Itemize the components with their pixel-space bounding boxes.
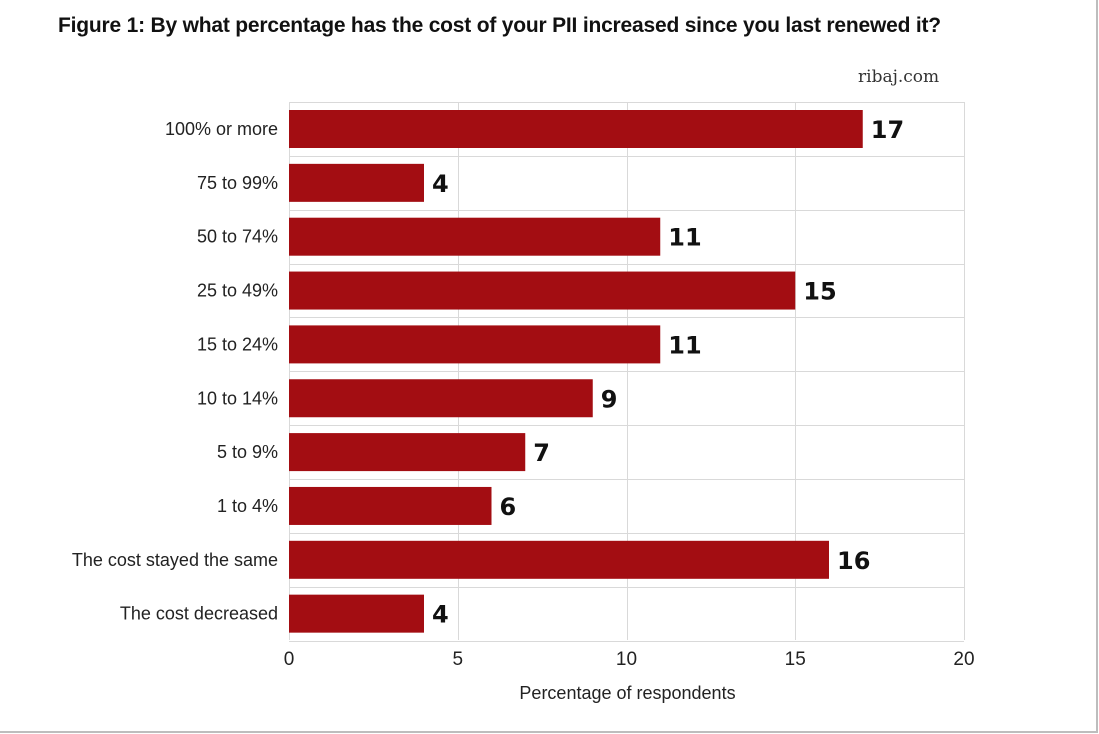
x-axis-title: Percentage of respondents bbox=[519, 683, 735, 703]
data-label: 11 bbox=[668, 331, 701, 359]
category-label: The cost decreased bbox=[120, 604, 278, 624]
data-label: 11 bbox=[668, 224, 701, 252]
bar bbox=[289, 163, 424, 202]
category-label: 75 to 99% bbox=[197, 173, 278, 193]
source-credit: ribaj.com bbox=[858, 67, 940, 87]
data-label: 16 bbox=[837, 547, 870, 575]
category-label: The cost stayed the same bbox=[72, 550, 278, 570]
category-label: 1 to 4% bbox=[217, 496, 278, 516]
category-label: 5 to 9% bbox=[217, 442, 278, 462]
category-label: 100% or more bbox=[165, 119, 278, 139]
bar bbox=[289, 325, 661, 364]
x-tick-label: 15 bbox=[785, 649, 806, 670]
data-label: 4 bbox=[432, 601, 449, 629]
data-label: 7 bbox=[533, 439, 550, 467]
x-tick-label: 10 bbox=[616, 649, 637, 670]
data-label: 4 bbox=[432, 170, 449, 198]
category-label: 50 to 74% bbox=[197, 227, 278, 247]
bar bbox=[289, 110, 863, 148]
bar bbox=[289, 433, 526, 472]
data-label: 17 bbox=[871, 116, 904, 144]
data-label: 15 bbox=[803, 278, 836, 306]
bar bbox=[289, 594, 424, 633]
bar bbox=[289, 486, 492, 525]
category-label: 10 to 14% bbox=[197, 388, 278, 408]
bar bbox=[289, 217, 661, 256]
bar bbox=[289, 271, 796, 310]
category-label: 25 to 49% bbox=[197, 281, 278, 301]
x-tick-label: 0 bbox=[284, 649, 295, 670]
x-tick-label: 5 bbox=[452, 649, 463, 670]
category-label: 15 to 24% bbox=[197, 334, 278, 354]
x-tick-label: 20 bbox=[953, 649, 974, 670]
chart-title: Figure 1: By what percentage has the cos… bbox=[58, 14, 941, 37]
data-label: 6 bbox=[500, 493, 517, 521]
bar bbox=[289, 379, 593, 418]
data-label: 9 bbox=[601, 385, 618, 413]
bar bbox=[289, 540, 829, 579]
